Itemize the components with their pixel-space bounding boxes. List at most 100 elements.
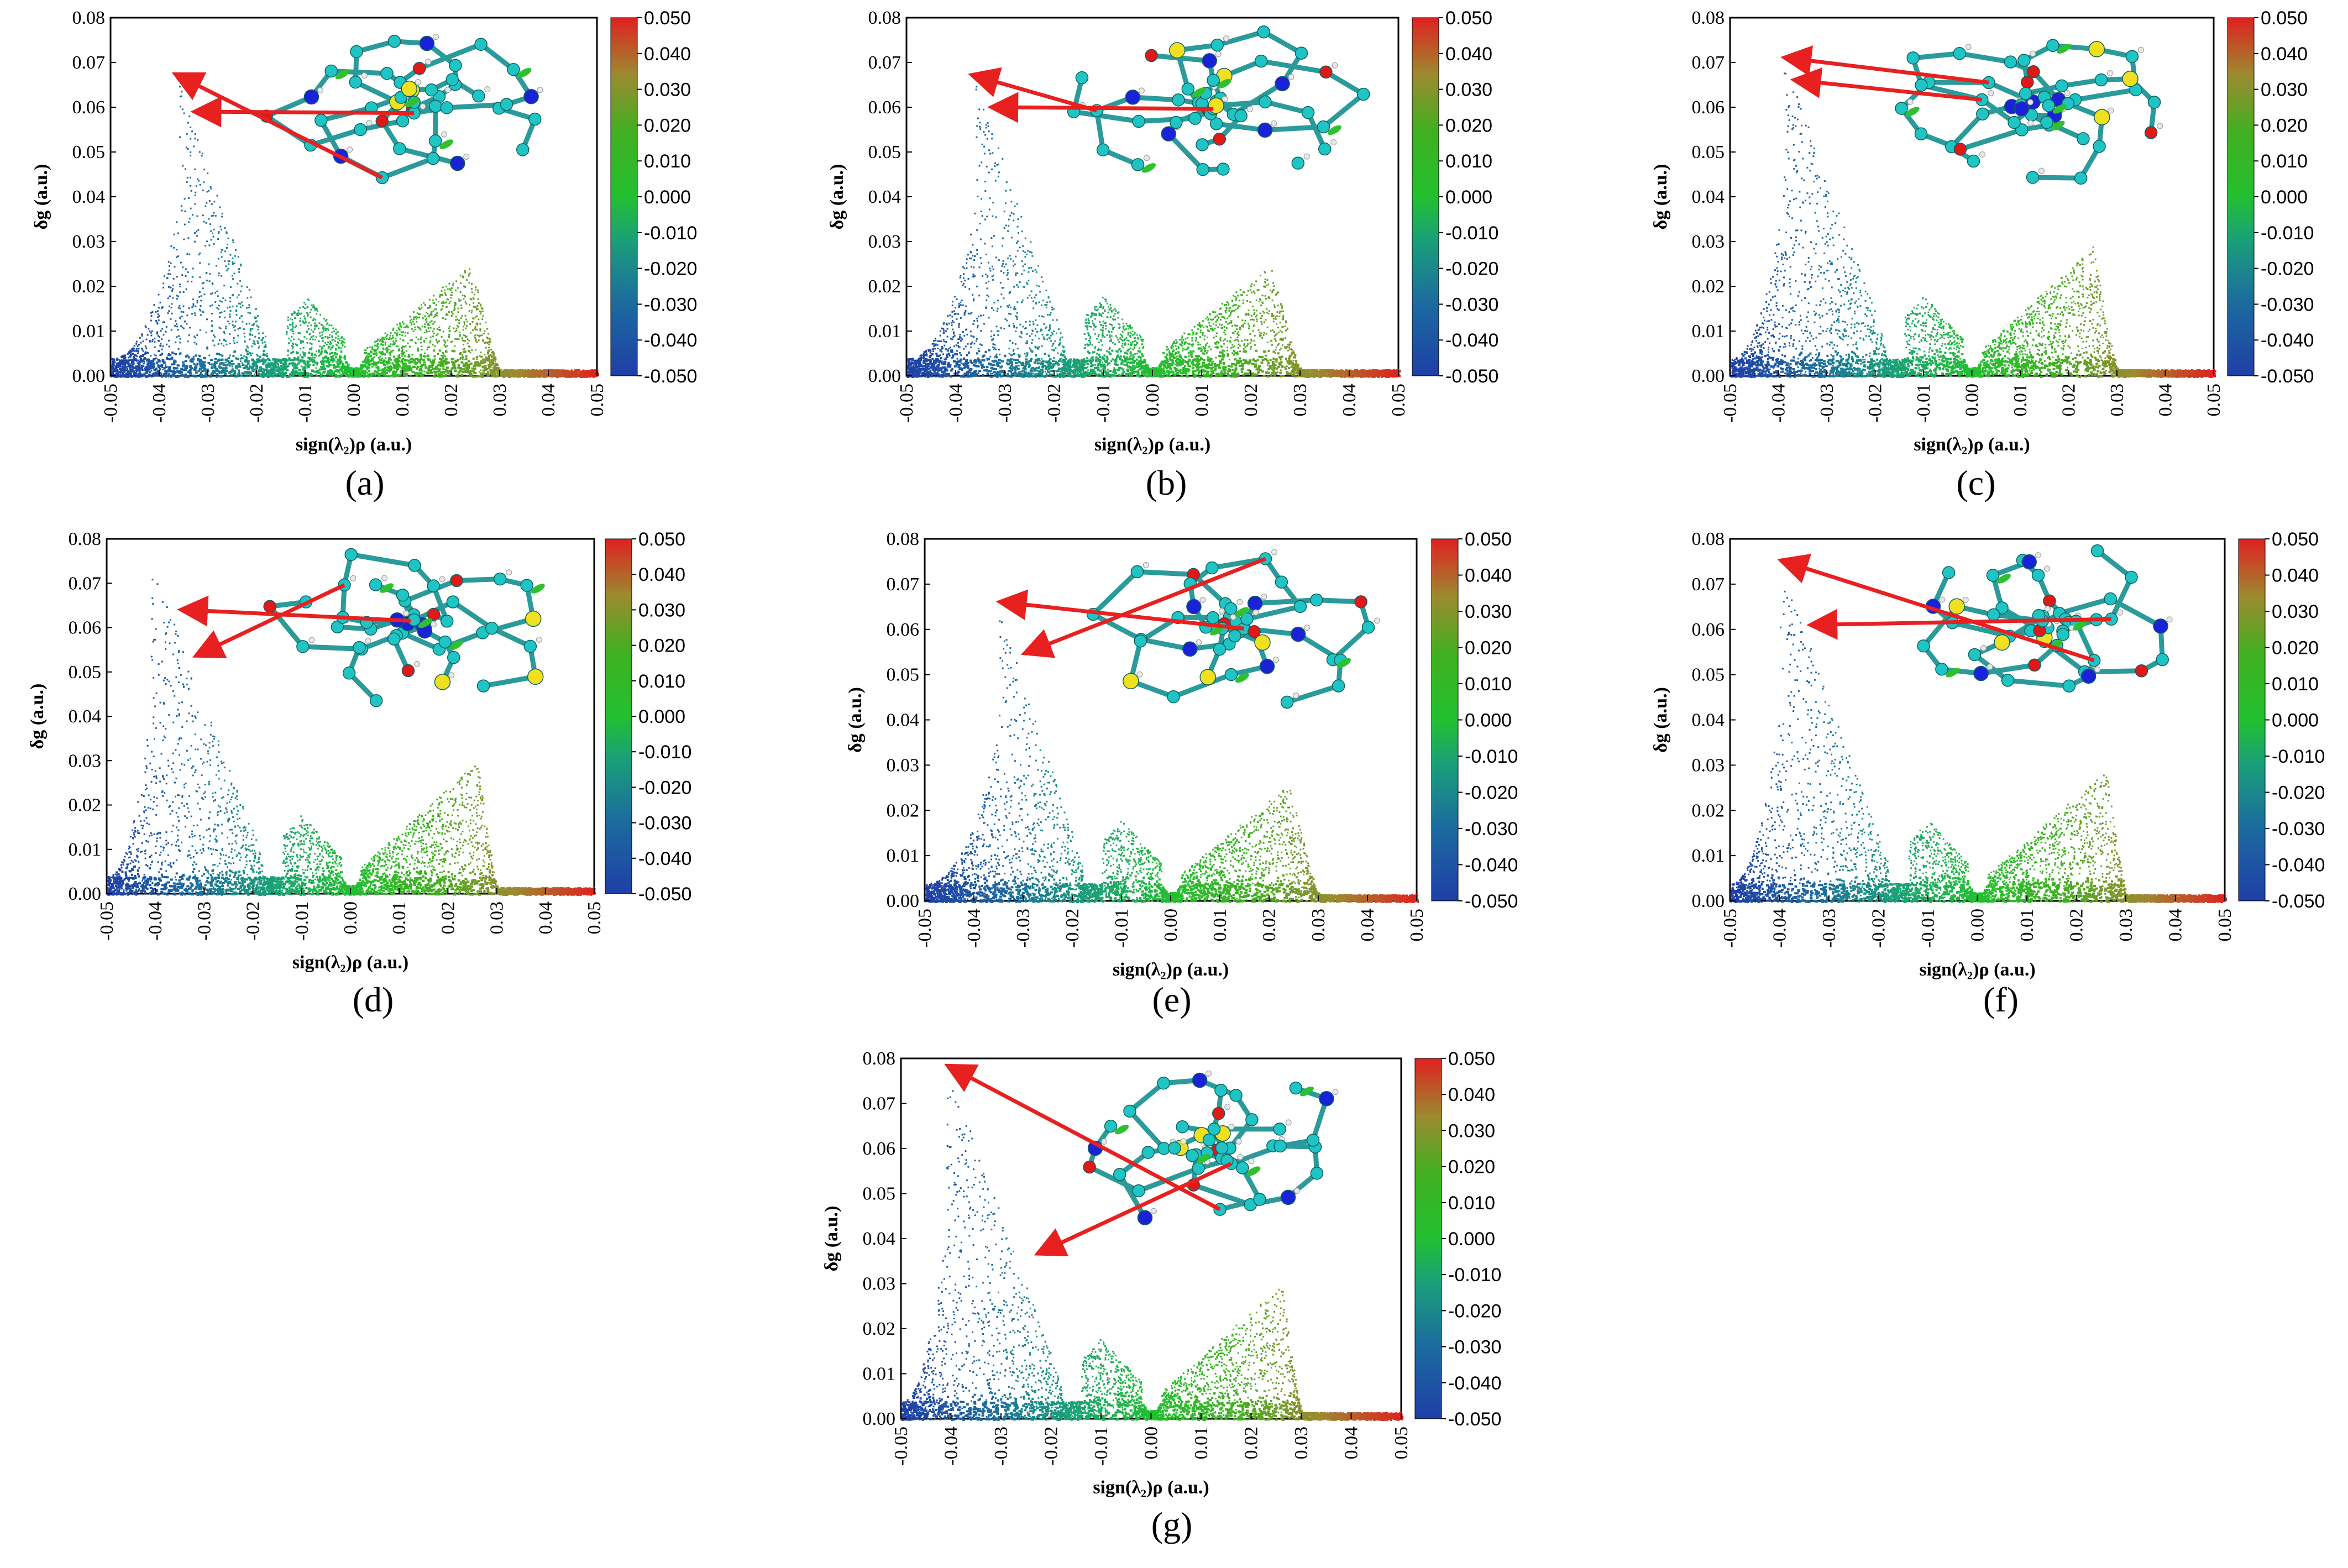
scatter-point [209,273,211,275]
scatter-point [132,353,134,355]
scatter-point [230,286,232,288]
scatter-point [388,345,390,347]
scatter-point [450,301,452,302]
scatter-point [448,334,450,335]
scatter-point [460,282,462,284]
scatter-point [229,343,231,344]
scatter-point [437,341,438,343]
scatter-point [483,340,484,342]
scatter-point [187,281,188,282]
scatter-point [223,345,224,347]
scatter-point [192,298,194,300]
scatter-point [457,311,459,313]
scatter-point [232,239,234,241]
scatter-point [194,241,196,243]
scatter-point [243,328,245,330]
scatter-point [266,353,268,354]
scatter-point [188,116,190,117]
scatter-point [265,335,266,337]
scatter-point [214,301,216,303]
scatter-point [318,322,320,324]
scatter-point [315,367,317,369]
scatter-point [217,195,218,197]
scatter-point [192,214,193,216]
scatter-point [475,286,476,288]
scatter-point [334,340,336,342]
scatter-point [332,345,334,347]
scatter-point [386,350,389,353]
scatter-point [214,292,216,293]
scatter-point [443,354,444,356]
scatter-point [479,328,481,330]
scatter-point [216,291,218,292]
scatter-point [429,306,431,308]
scatter-point [288,343,290,344]
scatter-point [476,309,478,311]
scatter-point [196,185,197,187]
scatter-point [200,305,201,307]
scatter-point [442,317,444,319]
scatter-point [473,302,474,304]
scatter-point [211,203,213,205]
scatter-point [335,356,337,358]
scatter-point [294,317,296,319]
scatter-point [471,312,473,313]
scatter-point [264,342,266,343]
scatter-point [454,307,455,308]
scatter-point [145,345,146,347]
scatter-point [443,331,444,333]
scatter-point [424,323,426,325]
scatter-point [454,345,455,347]
scatter-point [477,334,479,336]
scatter-point [187,122,189,124]
scatter-point [321,332,323,333]
scatter-point [458,298,460,300]
scatter-point [430,327,432,328]
scatter-point [488,355,490,356]
scatter-point [163,282,164,284]
scatter-point [258,337,260,339]
scatter-point [323,318,325,319]
scatter-point [464,340,466,342]
scatter-point [450,297,452,298]
scatter-point [244,333,245,334]
scatter-point [408,354,410,356]
scatter-point [470,332,471,334]
scatter-point [156,361,158,364]
scatter-point [233,340,234,342]
scatter-point [434,321,436,323]
scatter-point [300,324,301,326]
scatter-point [206,280,208,281]
scatter-point [194,312,196,314]
scatter-point [180,96,181,97]
scatter-point [287,327,289,329]
scatter-point [428,327,429,329]
scatter-point [288,338,290,339]
scatter-point [462,339,463,341]
scatter-point [379,356,381,358]
scatter-point [225,340,227,342]
scatter-point [378,357,380,359]
scatter-point [211,188,212,190]
scatter-point [427,349,428,350]
scatter-point [456,338,458,340]
scatter-point [311,305,312,306]
scatter-point [312,305,314,306]
scatter-point [209,223,211,225]
scatter-point [186,147,187,149]
scatter-point [485,347,487,349]
scatter-point [161,349,163,350]
scatter-point [221,229,222,230]
scatter-point [458,319,460,321]
scatter-point [206,202,207,204]
scatter-point [457,287,459,289]
scatter-point [477,290,479,291]
scatter-point [133,348,135,349]
scatter-point [319,314,321,316]
scatter-point [322,357,324,359]
scatter-point [332,339,333,341]
scatter-point [469,323,471,325]
scatter-point [236,305,238,307]
scatter-point [385,357,386,359]
scatter-point [201,295,202,297]
